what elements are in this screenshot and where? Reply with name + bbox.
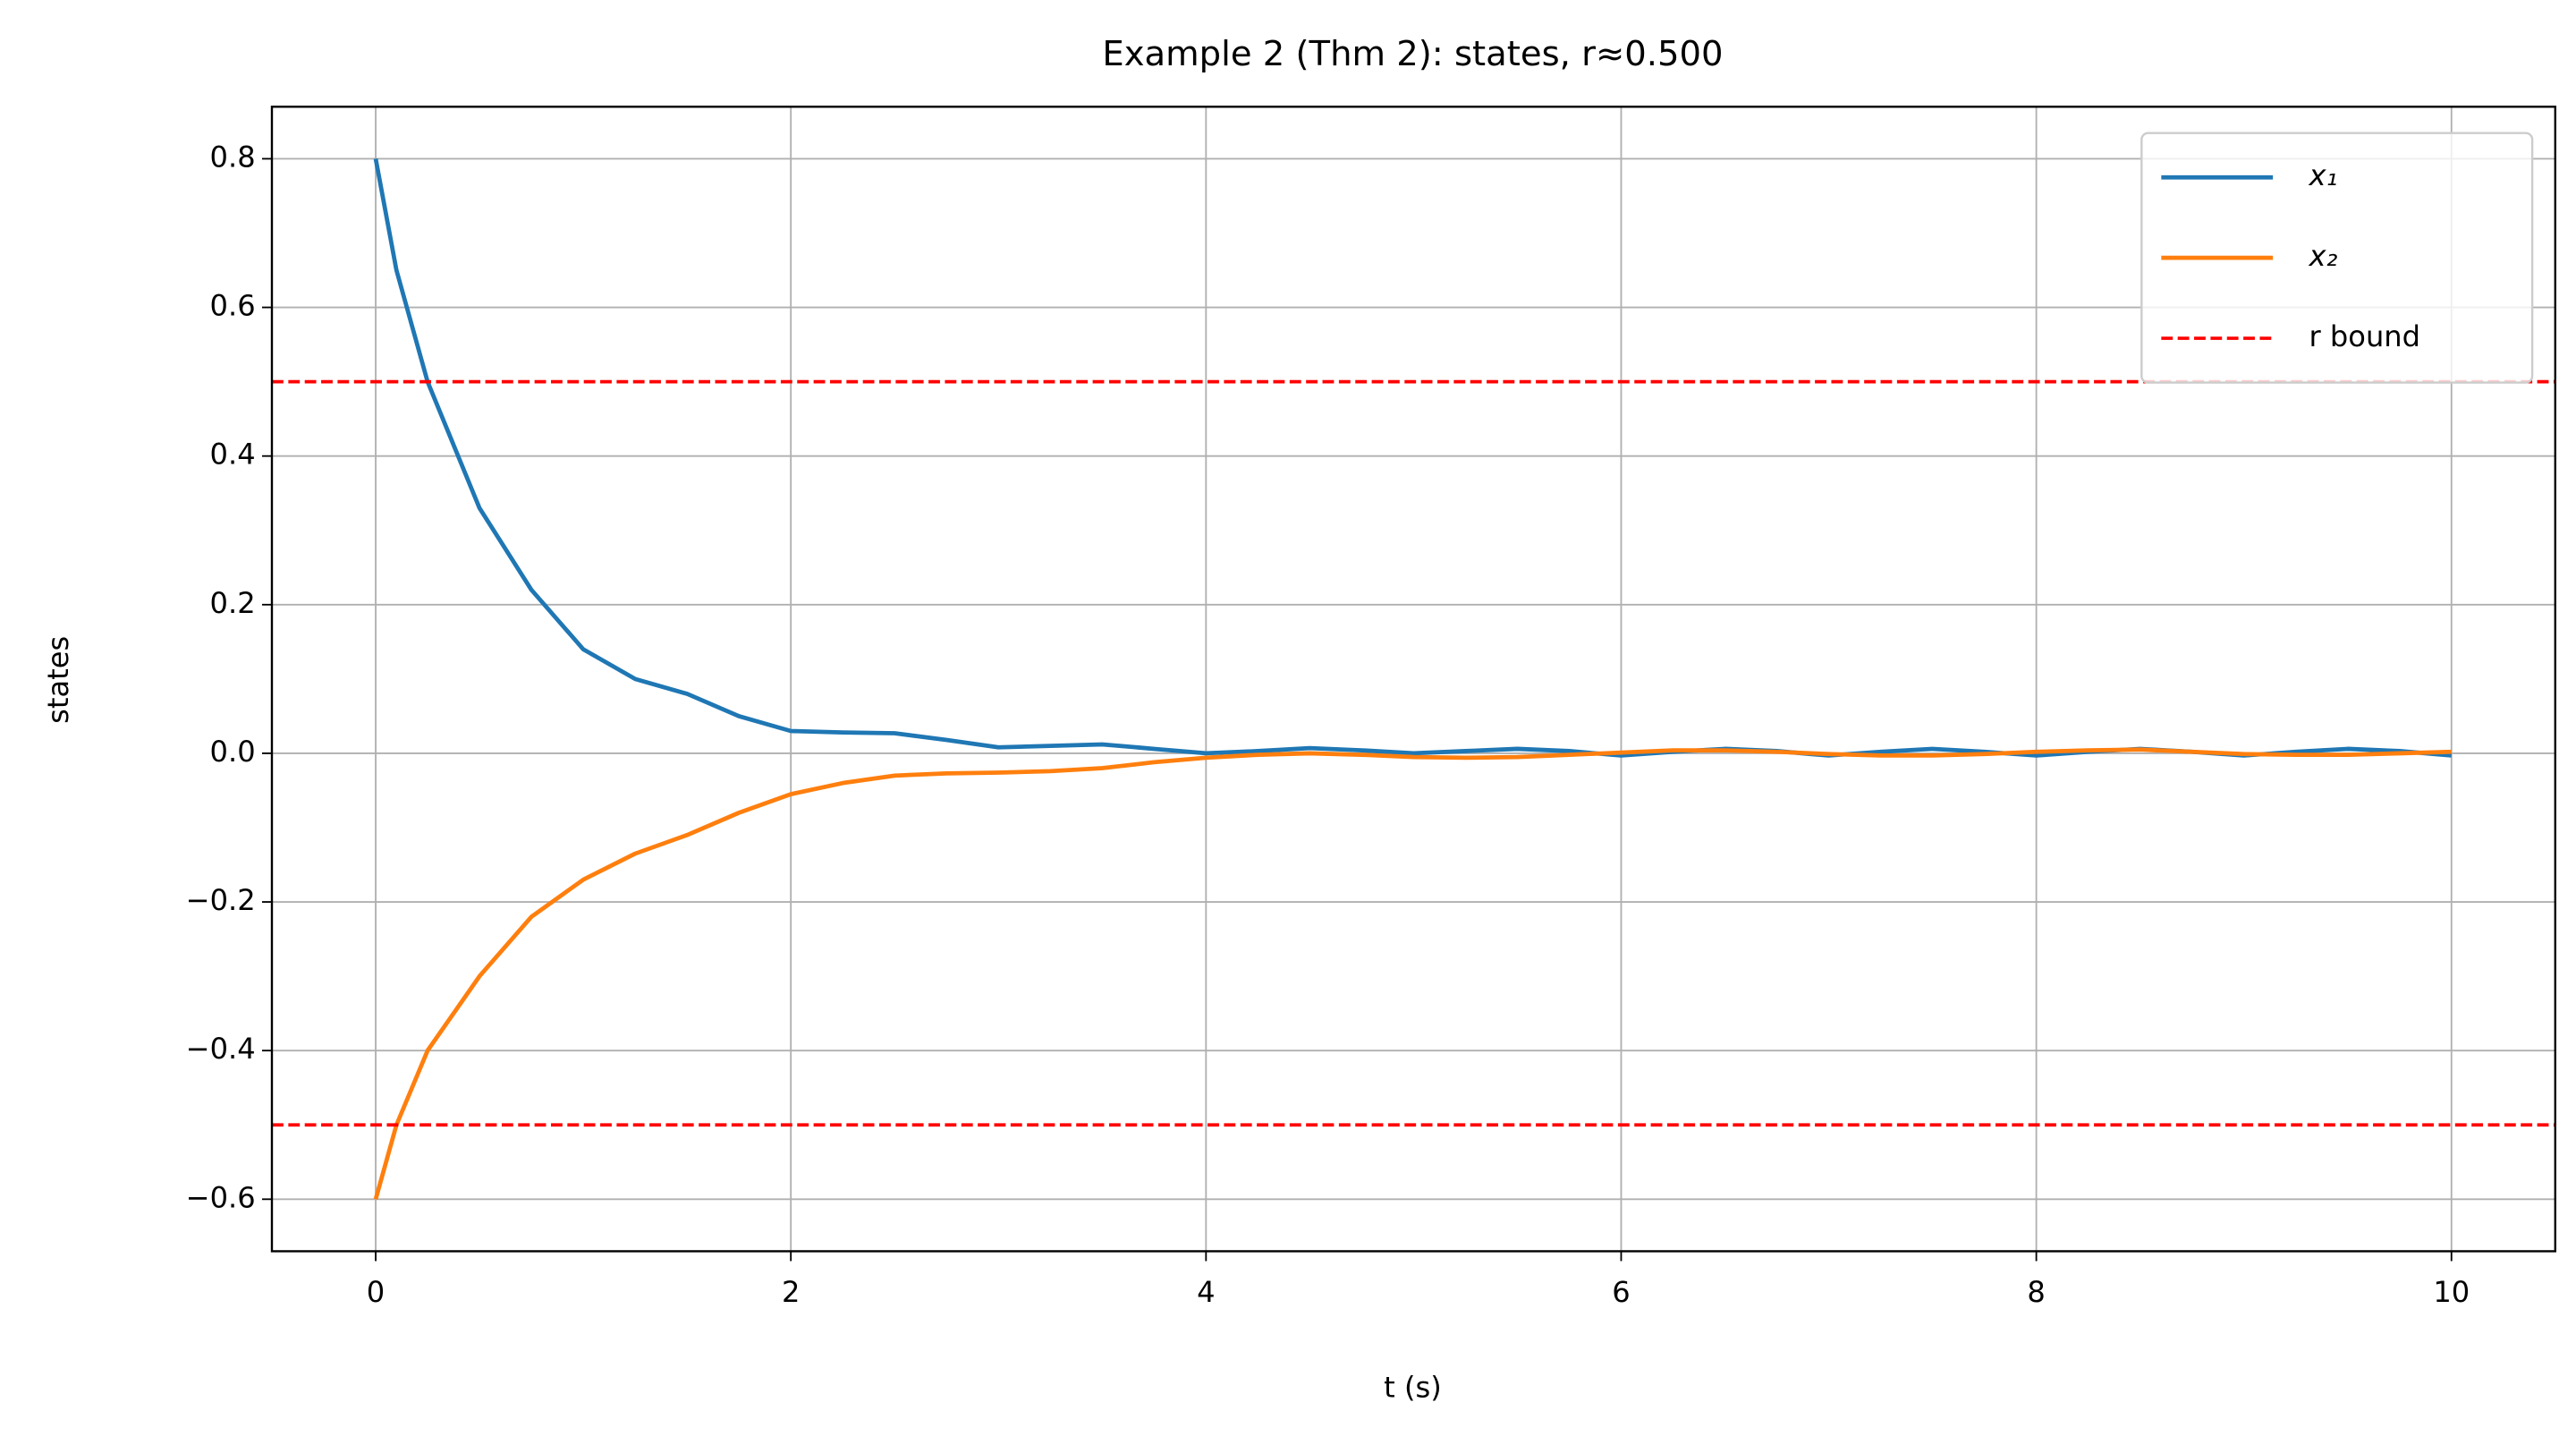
y-tick-label: 0.6 (210, 289, 256, 323)
legend-label: r bound (2309, 319, 2421, 353)
y-axis-label: states (41, 636, 75, 724)
x-tick-label: 2 (782, 1275, 800, 1309)
x-tick-label: 10 (2433, 1275, 2470, 1309)
x-tick-label: 8 (2027, 1275, 2045, 1309)
y-tick-label: 0.2 (210, 586, 256, 620)
y-tick-label: −0.4 (186, 1032, 256, 1066)
series-line (373, 747, 2452, 1200)
legend-label: x₁ (2309, 158, 2338, 192)
y-tick-label: −0.6 (186, 1180, 256, 1214)
x-axis-label: t (s) (1384, 1371, 1442, 1405)
y-tick-label: −0.2 (186, 883, 256, 917)
y-tick-label: 0.4 (210, 438, 256, 472)
legend-label: x₂ (2309, 239, 2338, 273)
plot-frame (270, 106, 2556, 1253)
chart-title: Example 2 (Thm 2): states, r≈0.500 (1102, 34, 1723, 74)
y-tick-label: 0.0 (210, 735, 256, 769)
legend-box (2140, 132, 2534, 384)
x-tick-label: 0 (367, 1275, 385, 1309)
x-tick-label: 4 (1197, 1275, 1215, 1309)
x-tick-label: 6 (1612, 1275, 1630, 1309)
series-line (373, 157, 2452, 758)
y-tick-label: 0.8 (210, 140, 256, 174)
